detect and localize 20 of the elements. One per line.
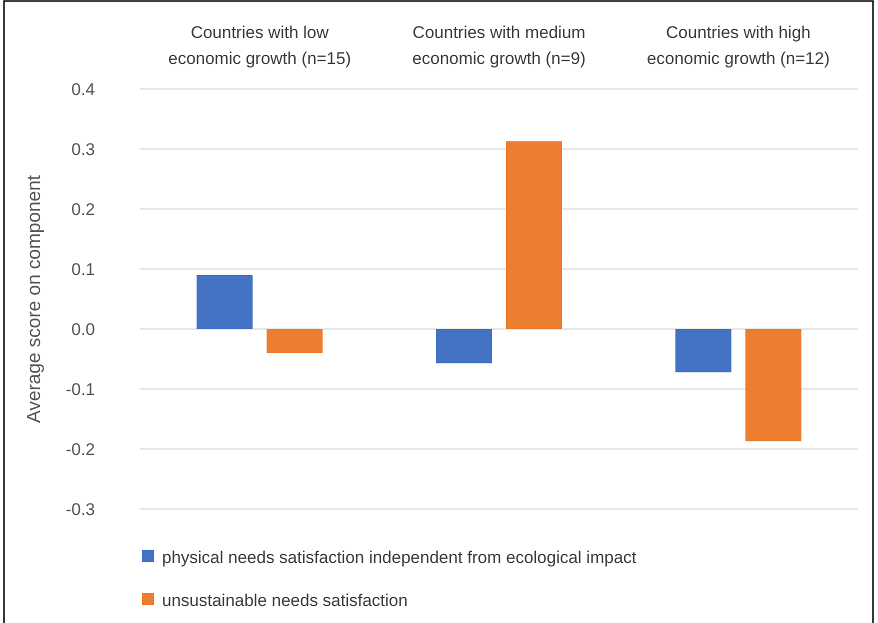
bar [196,275,253,329]
x-tick-label: Countries with low economic growth (n=15) [168,23,352,68]
bar [745,329,802,442]
x-tick-label: Countries with high economic growth (n=12) [646,23,830,68]
legend-label: physical needs satisfaction independent from ecological impact [162,548,637,567]
x-tick-label: Countries with medium economic growth (n=9) [412,23,586,68]
y-tick-label: 0.2 [71,200,95,219]
y-tick-label: -0.2 [66,440,95,459]
y-tick-label: -0.3 [66,500,95,519]
bar [266,329,323,353]
y-tick-label: -0.1 [66,380,95,399]
y-tick-label: 0.4 [71,80,95,99]
legend-label: unsustainable needs satisfaction [162,590,408,610]
y-axis-title: Average score on component [24,174,45,423]
y-tick-label: 0.1 [71,260,95,279]
y-tick-label: 0.0 [71,320,95,339]
bar [436,329,492,364]
y-tick-label: 0.3 [71,140,95,159]
bar [675,329,732,372]
bar [506,141,562,329]
